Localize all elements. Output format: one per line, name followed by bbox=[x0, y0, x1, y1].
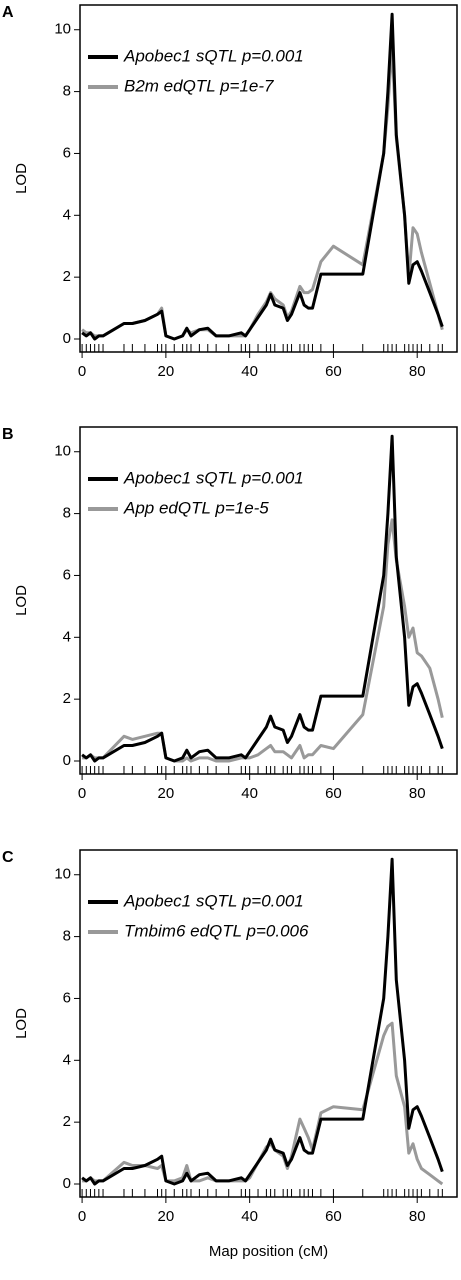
legend-label: App edQTL p=1e-5 bbox=[123, 498, 269, 517]
series-line bbox=[81, 434, 444, 763]
plot-frame bbox=[79, 4, 458, 353]
x-tick-label: 80 bbox=[409, 1208, 426, 1225]
x-tick-label: 0 bbox=[78, 363, 86, 380]
x-tick-label: 0 bbox=[78, 785, 86, 802]
y-tick-label: 8 bbox=[63, 928, 71, 945]
legend-label: Apobec1 sQTL p=0.001 bbox=[123, 468, 304, 487]
y-tick-label: 10 bbox=[54, 21, 71, 38]
y-axis-label: LOD bbox=[13, 163, 30, 194]
panel-label: B bbox=[2, 426, 14, 443]
plot-frame bbox=[79, 426, 458, 775]
y-tick-label: 4 bbox=[63, 206, 71, 223]
y-tick-label: 0 bbox=[63, 330, 71, 347]
x-tick-label: 60 bbox=[325, 363, 342, 380]
y-tick-label: 8 bbox=[63, 83, 71, 100]
x-tick-label: 40 bbox=[241, 785, 258, 802]
y-tick-label: 4 bbox=[63, 628, 71, 645]
x-tick-label: 40 bbox=[241, 1208, 258, 1225]
x-axis-label: Map position (cM) bbox=[209, 1243, 328, 1260]
x-tick-label: 80 bbox=[409, 363, 426, 380]
x-tick-label: 60 bbox=[325, 785, 342, 802]
legend-label: Tmbim6 edQTL p=0.006 bbox=[124, 921, 309, 940]
y-axis-label: LOD bbox=[13, 1008, 30, 1039]
x-tick-label: 80 bbox=[409, 785, 426, 802]
x-tick-label: 20 bbox=[158, 785, 175, 802]
y-axis-label: LOD bbox=[13, 585, 30, 616]
panel-label: A bbox=[2, 4, 14, 21]
x-tick-label: 20 bbox=[158, 363, 175, 380]
y-tick-label: 2 bbox=[63, 1113, 71, 1130]
y-tick-label: 10 bbox=[54, 443, 71, 460]
series-line bbox=[81, 857, 444, 1186]
y-tick-label: 0 bbox=[63, 752, 71, 769]
series-line bbox=[81, 12, 444, 341]
plot-frame bbox=[79, 849, 458, 1198]
y-tick-label: 2 bbox=[63, 268, 71, 285]
panel-label: C bbox=[2, 849, 14, 866]
x-tick-label: 0 bbox=[78, 1208, 86, 1225]
legend-label: Apobec1 sQTL p=0.001 bbox=[123, 46, 304, 65]
y-tick-label: 6 bbox=[63, 989, 71, 1006]
y-tick-label: 4 bbox=[63, 1051, 71, 1068]
y-tick-label: 6 bbox=[63, 144, 71, 161]
y-tick-label: 2 bbox=[63, 690, 71, 707]
x-tick-label: 20 bbox=[158, 1208, 175, 1225]
legend-label: Apobec1 sQTL p=0.001 bbox=[123, 891, 304, 910]
series-line bbox=[82, 1021, 444, 1186]
x-tick-label: 40 bbox=[241, 363, 258, 380]
y-tick-label: 6 bbox=[63, 566, 71, 583]
y-tick-label: 10 bbox=[54, 866, 71, 883]
y-tick-label: 8 bbox=[63, 505, 71, 522]
y-tick-label: 0 bbox=[63, 1175, 71, 1192]
x-tick-label: 60 bbox=[325, 1208, 342, 1225]
legend-label: B2m edQTL p=1e-7 bbox=[124, 76, 274, 95]
series-line bbox=[82, 518, 444, 763]
